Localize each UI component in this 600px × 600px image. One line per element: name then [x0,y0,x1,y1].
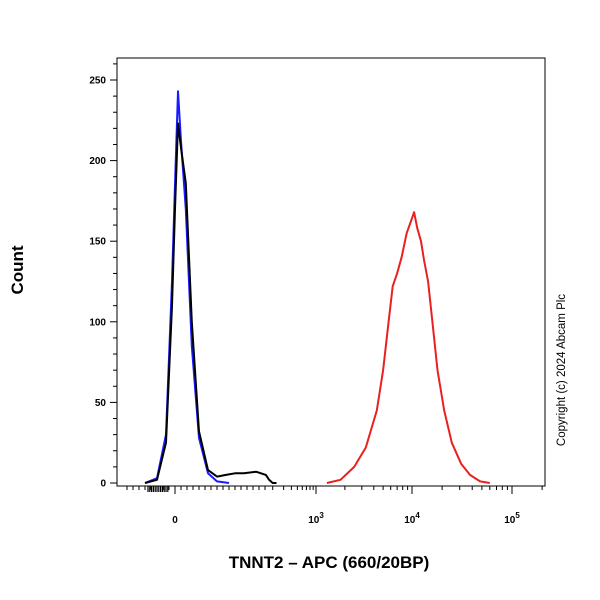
y-tick-label: 250 [89,76,106,87]
y-tick-label: 50 [95,398,107,409]
x-tick-base: 10 [404,515,416,526]
x-axis-title: TNNT2 – APC (660/20BP) [228,553,430,572]
x-tick-exponent: 4 [415,511,420,520]
x-axis: 0 103 104 105 [126,486,543,526]
x-tick-label: 0 [172,515,178,526]
x-tick-label: 103 [308,511,324,526]
x-tick-base: 10 [308,515,320,526]
y-axis-title: Count [8,245,27,295]
x-tick-exponent: 5 [515,511,520,520]
x-tick-label: 105 [504,511,520,526]
x-tick-label: 104 [404,511,420,526]
y-tick-label: 150 [89,237,106,248]
y-tick-label: 0 [100,479,106,490]
y-axis: 0 50 100 150 200 250 [89,58,118,490]
histogram-series-2 [144,122,277,484]
y-tick-label: 100 [89,317,106,328]
y-tick-label: 200 [89,156,106,167]
y-axis-label: Count [6,230,30,310]
plot-frame [116,57,546,487]
x-tick-exponent: 3 [319,511,324,520]
x-tick-base: 10 [504,515,516,526]
series-lines [144,90,490,484]
copyright-notice: Copyright (c) 2024 Abcam Plc [552,250,572,490]
plot-area [116,57,546,487]
copyright-text: Copyright (c) 2024 Abcam Plc [556,293,568,447]
histogram-series-3 [326,211,490,484]
